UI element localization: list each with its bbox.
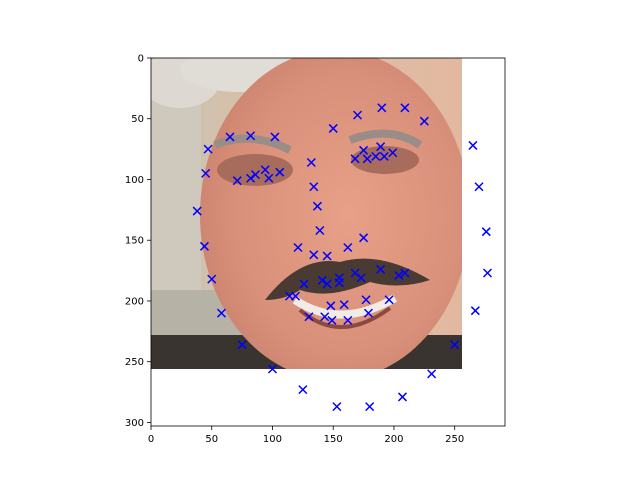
scatter-point [225,132,235,142]
scatter-point [250,170,261,180]
x-axis: 0 50 100 150 200 250 [148,426,464,445]
plot-frame [150,57,506,427]
scatter-point [298,385,308,395]
scatter-point [320,312,330,322]
scatter-point [328,123,338,133]
scatter-point [237,340,247,350]
scatter-point [327,315,337,325]
scatter-point [315,225,325,236]
scatter-point [470,306,480,316]
scatter-point [304,312,314,322]
face-photo [151,58,462,369]
x-tick-label: 250 [445,434,464,445]
y-tick-label: 0 [138,54,144,65]
scatter-point [322,279,332,289]
x-tick-label: 0 [148,434,154,445]
scatter-point [275,167,285,177]
scatter-point [365,402,375,412]
scatter-point [419,116,429,126]
x-tick-label: 150 [324,434,343,445]
x-tick-label: 50 [205,434,218,445]
scatter-point [379,151,389,161]
scatter-point [306,157,316,168]
scatter-point [203,144,213,154]
scatter-point [394,270,404,280]
scatter-point [427,369,437,379]
scatter-point [291,291,301,301]
scatter-point [260,165,270,175]
scatter-point [359,233,369,243]
scatter-point [359,145,369,155]
scatter-point [371,151,381,161]
y-tick-label: 50 [131,114,144,125]
scatter-point [376,142,386,152]
scatter-point [376,264,386,274]
scatter-point [352,110,363,120]
scatter-points [192,103,493,412]
y-tick-label: 250 [125,357,144,368]
scatter-point [343,242,353,253]
scatter-point [450,340,460,350]
scatter-point [474,182,484,192]
scatter-point [482,268,493,278]
scatter-point [309,182,319,192]
scatter-point [343,315,353,325]
scatter-point [192,206,202,216]
scatter-point [400,103,410,113]
y-tick-label: 300 [125,418,144,429]
scatter-point [397,392,407,402]
scatter-point [468,140,478,150]
scatter-point [232,176,242,186]
x-tick-label: 200 [384,434,403,445]
scatter-point [326,301,336,311]
scatter-point [317,275,327,285]
scatter-point [481,227,491,237]
scatter-point [361,295,371,305]
scatter-point [309,250,319,260]
scatter-point [322,251,332,261]
y-tick-label: 200 [125,296,144,307]
scatter-point [332,402,342,412]
scatter-point [293,242,303,253]
scatter-point [377,103,387,113]
y-tick-label: 100 [125,175,144,186]
scatter-point [400,268,410,278]
scatter-point [350,154,360,164]
scatter-point [207,274,217,284]
scatter-point [299,279,309,289]
scatter-point [339,300,349,310]
scatter-point [356,273,366,283]
scatter-point [384,295,394,305]
scatter-point [264,173,274,183]
scatter-point [362,154,372,164]
scatter-point [350,268,360,278]
scatter-point [267,364,278,374]
scatter-point [246,131,256,141]
scatter-point [388,148,398,158]
scatter-point [199,241,209,251]
scatter-point [246,173,256,183]
scatter-point [270,132,280,142]
scatter-point [312,201,322,211]
scatter-point [216,308,226,318]
x-tick-label: 100 [263,434,282,445]
scatter-point [334,278,344,288]
scatter-point [363,308,373,318]
y-tick-label: 150 [125,236,144,247]
scatter-point [201,168,211,178]
y-axis: 0 50 100 150 200 250 300 [125,54,151,429]
